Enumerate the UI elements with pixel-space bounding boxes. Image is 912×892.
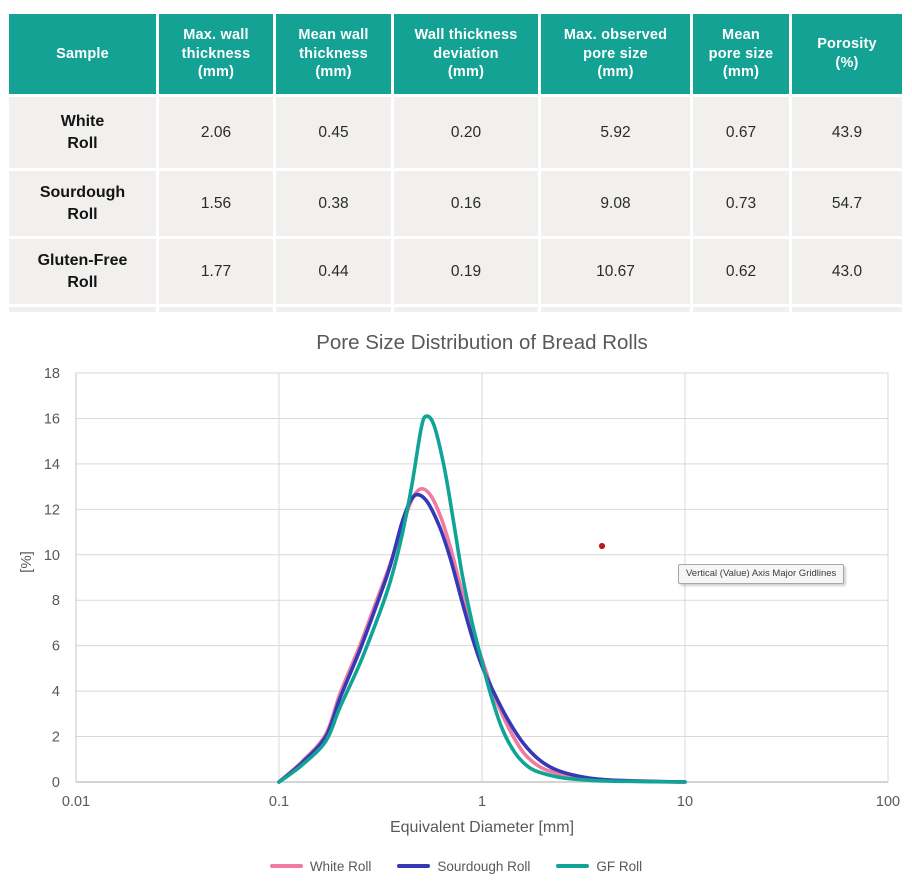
table-cell: 0.16 — [394, 171, 538, 236]
pore-size-chart[interactable]: Pore Size Distribution of Bread Rolls 0 2… — [0, 325, 912, 892]
column-header-sample: Sample — [9, 14, 156, 94]
column-header-max-pore: Max. observed pore size (mm) — [541, 14, 690, 94]
y-tick-label-18: 18 — [44, 366, 60, 382]
row-label-white-roll: White Roll — [9, 97, 156, 168]
x-tick-label-0.01: 0.01 — [62, 794, 90, 810]
table-cell: 1.56 — [159, 171, 273, 236]
chart-title: Pore Size Distribution of Bread Rolls — [316, 331, 648, 354]
x-tick-label-100: 100 — [876, 794, 900, 810]
table-row-partial — [541, 307, 690, 312]
x-tick-label-10: 10 — [677, 794, 693, 810]
table-row-partial — [9, 307, 156, 312]
table-cell: 0.45 — [276, 97, 391, 168]
table-cell: 54.7 — [792, 171, 902, 236]
table-cell: 10.67 — [541, 239, 690, 304]
table-cell: 5.92 — [541, 97, 690, 168]
table-cell: 0.62 — [693, 239, 789, 304]
y-tick-label-10: 10 — [44, 548, 60, 564]
y-tick-label-8: 8 — [52, 593, 60, 609]
series-line-sourdough-roll[interactable] — [277, 492, 687, 784]
table-cell: 9.08 — [541, 171, 690, 236]
table-cell: 0.20 — [394, 97, 538, 168]
column-header-mean-pore: Mean pore size (mm) — [693, 14, 789, 94]
y-tick-label-4: 4 — [52, 684, 60, 700]
legend-label: Sourdough Roll — [437, 858, 531, 874]
column-header-max-wall: Max. wall thickness (mm) — [159, 14, 273, 94]
y-tick-label-12: 12 — [44, 502, 60, 518]
table-cell: 0.44 — [276, 239, 391, 304]
x-axis-title: Equivalent Diameter [mm] — [389, 819, 575, 836]
table-cell: 43.0 — [792, 239, 902, 304]
row-label-sourdough-roll: Sourdough Roll — [9, 171, 156, 236]
chart-legend: White Roll Sourdough Roll GF Roll — [0, 853, 912, 879]
y-tick-label-6: 6 — [52, 639, 60, 655]
table-row-partial — [394, 307, 538, 312]
gridlines-hover-tooltip: Vertical (Value) Axis Major Gridlines — [678, 564, 845, 584]
chart-plot-svg[interactable]: 0 2 4 6 8 10 12 14 16 18 0.01 0.1 1 10 100 — [0, 325, 912, 850]
legend-item-gf-roll[interactable]: GF Roll — [556, 859, 642, 874]
y-axis-title: [%] — [18, 551, 35, 573]
legend-item-sourdough-roll[interactable]: Sourdough Roll — [397, 859, 530, 874]
y-tick-label-2: 2 — [52, 730, 60, 746]
legend-label: White Roll — [309, 858, 372, 874]
cursor-dot — [598, 542, 605, 549]
legend-label: GF Roll — [596, 858, 643, 874]
gf-roll-line-swatch — [556, 864, 590, 868]
y-tick-label-0: 0 — [52, 775, 60, 791]
results-table: Sample Max. wall thickness (mm) Mean wal… — [9, 14, 902, 312]
series-line-gf-roll[interactable] — [277, 414, 687, 784]
sourdough-roll-line-swatch — [397, 864, 431, 868]
table-cell: 0.19 — [394, 239, 538, 304]
column-header-mean-wall: Mean wall thickness (mm) — [276, 14, 391, 94]
y-tick-label-16: 16 — [44, 411, 60, 427]
table-row-partial — [276, 307, 391, 312]
x-tick-label-0.1: 0.1 — [269, 794, 289, 810]
table-cell: 0.73 — [693, 171, 789, 236]
row-label-gluten-free-roll: Gluten-Free Roll — [9, 239, 156, 304]
table-row-partial — [159, 307, 273, 312]
table-cell: 0.38 — [276, 171, 391, 236]
white-roll-line-swatch — [269, 864, 303, 868]
table-cell: 2.06 — [159, 97, 273, 168]
column-header-porosity: Porosity (%) — [792, 14, 902, 94]
y-tick-label-14: 14 — [44, 457, 60, 473]
table-cell: 43.9 — [792, 97, 902, 168]
x-tick-label-1: 1 — [478, 794, 486, 810]
table-row-partial — [693, 307, 789, 312]
table-cell: 0.67 — [693, 97, 789, 168]
legend-item-white-roll[interactable]: White Roll — [269, 858, 372, 874]
table-row-partial — [792, 307, 902, 312]
column-header-deviation: Wall thickness deviation (mm) — [394, 14, 538, 94]
table-cell: 1.77 — [159, 239, 273, 304]
